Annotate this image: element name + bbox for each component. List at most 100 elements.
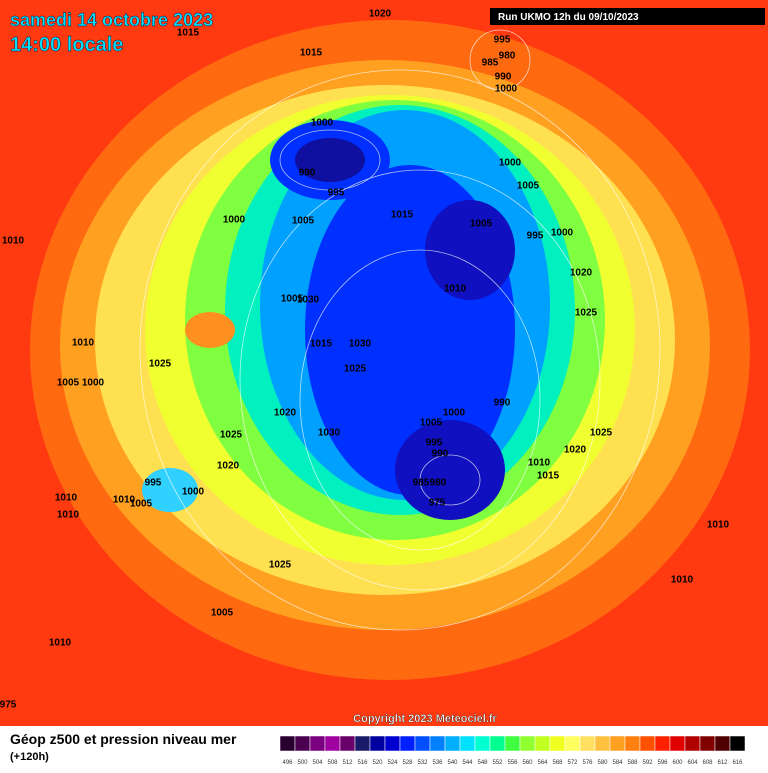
isobar-label: 1000 — [82, 378, 105, 389]
legend-swatch — [474, 735, 491, 752]
isobar-label: 1010 — [528, 458, 551, 469]
isobar-label: 990 — [494, 398, 511, 409]
legend-swatch — [459, 735, 476, 752]
legend-swatch — [729, 735, 746, 752]
isobar-label: 1010 — [49, 638, 72, 649]
legend-swatch — [309, 735, 326, 752]
isobar-label: 1015 — [300, 48, 323, 59]
legend-swatch — [549, 735, 566, 752]
legend-label: 568 — [552, 760, 563, 766]
isobar-label: 995 — [426, 438, 443, 449]
legend-label: 552 — [492, 760, 503, 766]
legend-label: 608 — [702, 760, 713, 766]
isobar-label: 1010 — [444, 284, 467, 295]
isobar-label: 1010 — [113, 495, 136, 506]
legend-label: 536 — [432, 760, 443, 766]
isobar-label: 1000 — [495, 84, 518, 95]
geopotential-field — [30, 20, 750, 680]
isobar-label: 1000 — [311, 118, 334, 129]
isobar-lines — [139, 29, 661, 631]
isobar-label: 995 — [145, 478, 162, 489]
legend-swatch — [699, 735, 716, 752]
legend-label: 572 — [567, 760, 578, 766]
isobar-label: 1015 — [391, 210, 414, 221]
legend-swatch — [399, 735, 416, 752]
legend-label: 588 — [627, 760, 638, 766]
legend-swatch — [429, 735, 446, 752]
isobar-label: 980 — [430, 478, 447, 489]
isobar-label: 1015 — [177, 28, 200, 39]
legend-label: 556 — [507, 760, 518, 766]
legend-swatch — [489, 735, 506, 752]
time-title: 14:00 locale — [10, 34, 123, 56]
legend-label: 524 — [387, 760, 398, 766]
isobar-label: 1025 — [269, 560, 292, 571]
legend-swatch — [369, 735, 386, 752]
legend-swatch — [384, 735, 401, 752]
isobar-label: 1005 — [292, 216, 315, 227]
legend-swatch — [324, 735, 341, 752]
legend-label: 540 — [447, 760, 458, 766]
legend-swatch — [294, 735, 311, 752]
legend-label: 612 — [717, 760, 728, 766]
copyright: Copyright 2023 Meteociel.fr — [353, 713, 497, 725]
isobar-label: 1005 — [57, 378, 80, 389]
date-title: samedi 14 octobre 2023 — [10, 10, 213, 30]
legend-swatch — [519, 735, 536, 752]
footer-title: Géop z500 et pression niveau mer — [10, 731, 237, 747]
run-box — [490, 8, 765, 25]
isobar-label: 1010 — [2, 236, 25, 247]
isobar-label: 1005 — [211, 608, 234, 619]
isobar-label: 1030 — [297, 295, 320, 306]
isobar-label: 1025 — [575, 308, 598, 319]
legend-swatch — [534, 735, 551, 752]
legend-swatch — [564, 735, 581, 752]
isobar-label: 1005 — [517, 181, 540, 192]
legend-label: 604 — [687, 760, 698, 766]
legend-swatch — [609, 735, 626, 752]
isobar-label: 1025 — [220, 430, 243, 441]
isobar-label: 1010 — [671, 575, 694, 586]
legend-label: 512 — [342, 760, 353, 766]
legend-swatch — [594, 735, 611, 752]
isobar-label: 1005 — [420, 418, 443, 429]
legend-label: 508 — [327, 760, 338, 766]
isobar-label: 990 — [432, 449, 449, 460]
legend-label: 548 — [477, 760, 488, 766]
isobar-label: 1000 — [223, 215, 246, 226]
legend-label: 600 — [672, 760, 683, 766]
legend-label: 532 — [417, 760, 428, 766]
legend-label: 580 — [597, 760, 608, 766]
isobar-label: 1010 — [72, 338, 95, 349]
legend-swatch — [444, 735, 461, 752]
isobar-label: 1025 — [590, 428, 613, 439]
isobar-label: 1030 — [318, 428, 341, 439]
isobar-label: 990 — [495, 72, 512, 83]
legend-label: 520 — [372, 760, 383, 766]
isobar-label: 1015 — [310, 339, 333, 350]
legend-swatch — [669, 735, 686, 752]
isobar-label: 1000 — [443, 408, 466, 419]
legend-label: 500 — [297, 760, 308, 766]
legend-label: 564 — [537, 760, 548, 766]
legend-label: 596 — [657, 760, 668, 766]
legend-label: 496 — [282, 760, 293, 766]
isobar-label: 985 — [413, 478, 430, 489]
legend: 496 500 504 508 512 516 520 524 528 532 536 540 544 5… — [279, 735, 746, 766]
isobar-label: 980 — [499, 51, 516, 62]
legend-swatch — [714, 735, 731, 752]
isobar-label: 1020 — [369, 9, 392, 20]
legend-label: 544 — [462, 760, 473, 766]
legend-label: 528 — [402, 760, 413, 766]
legend-swatch — [579, 735, 596, 752]
isobar-label: 985 — [482, 58, 499, 69]
isobar-label: 990 — [299, 168, 316, 179]
lead-time: (+120h) — [10, 751, 49, 763]
legend-label: 560 — [522, 760, 533, 766]
legend-swatch — [414, 735, 431, 752]
run-label: Run UKMO 12h du 09/10/2023 — [498, 12, 639, 23]
isobar-label: 995 — [328, 188, 345, 199]
isobar-label: 995 — [527, 231, 544, 242]
